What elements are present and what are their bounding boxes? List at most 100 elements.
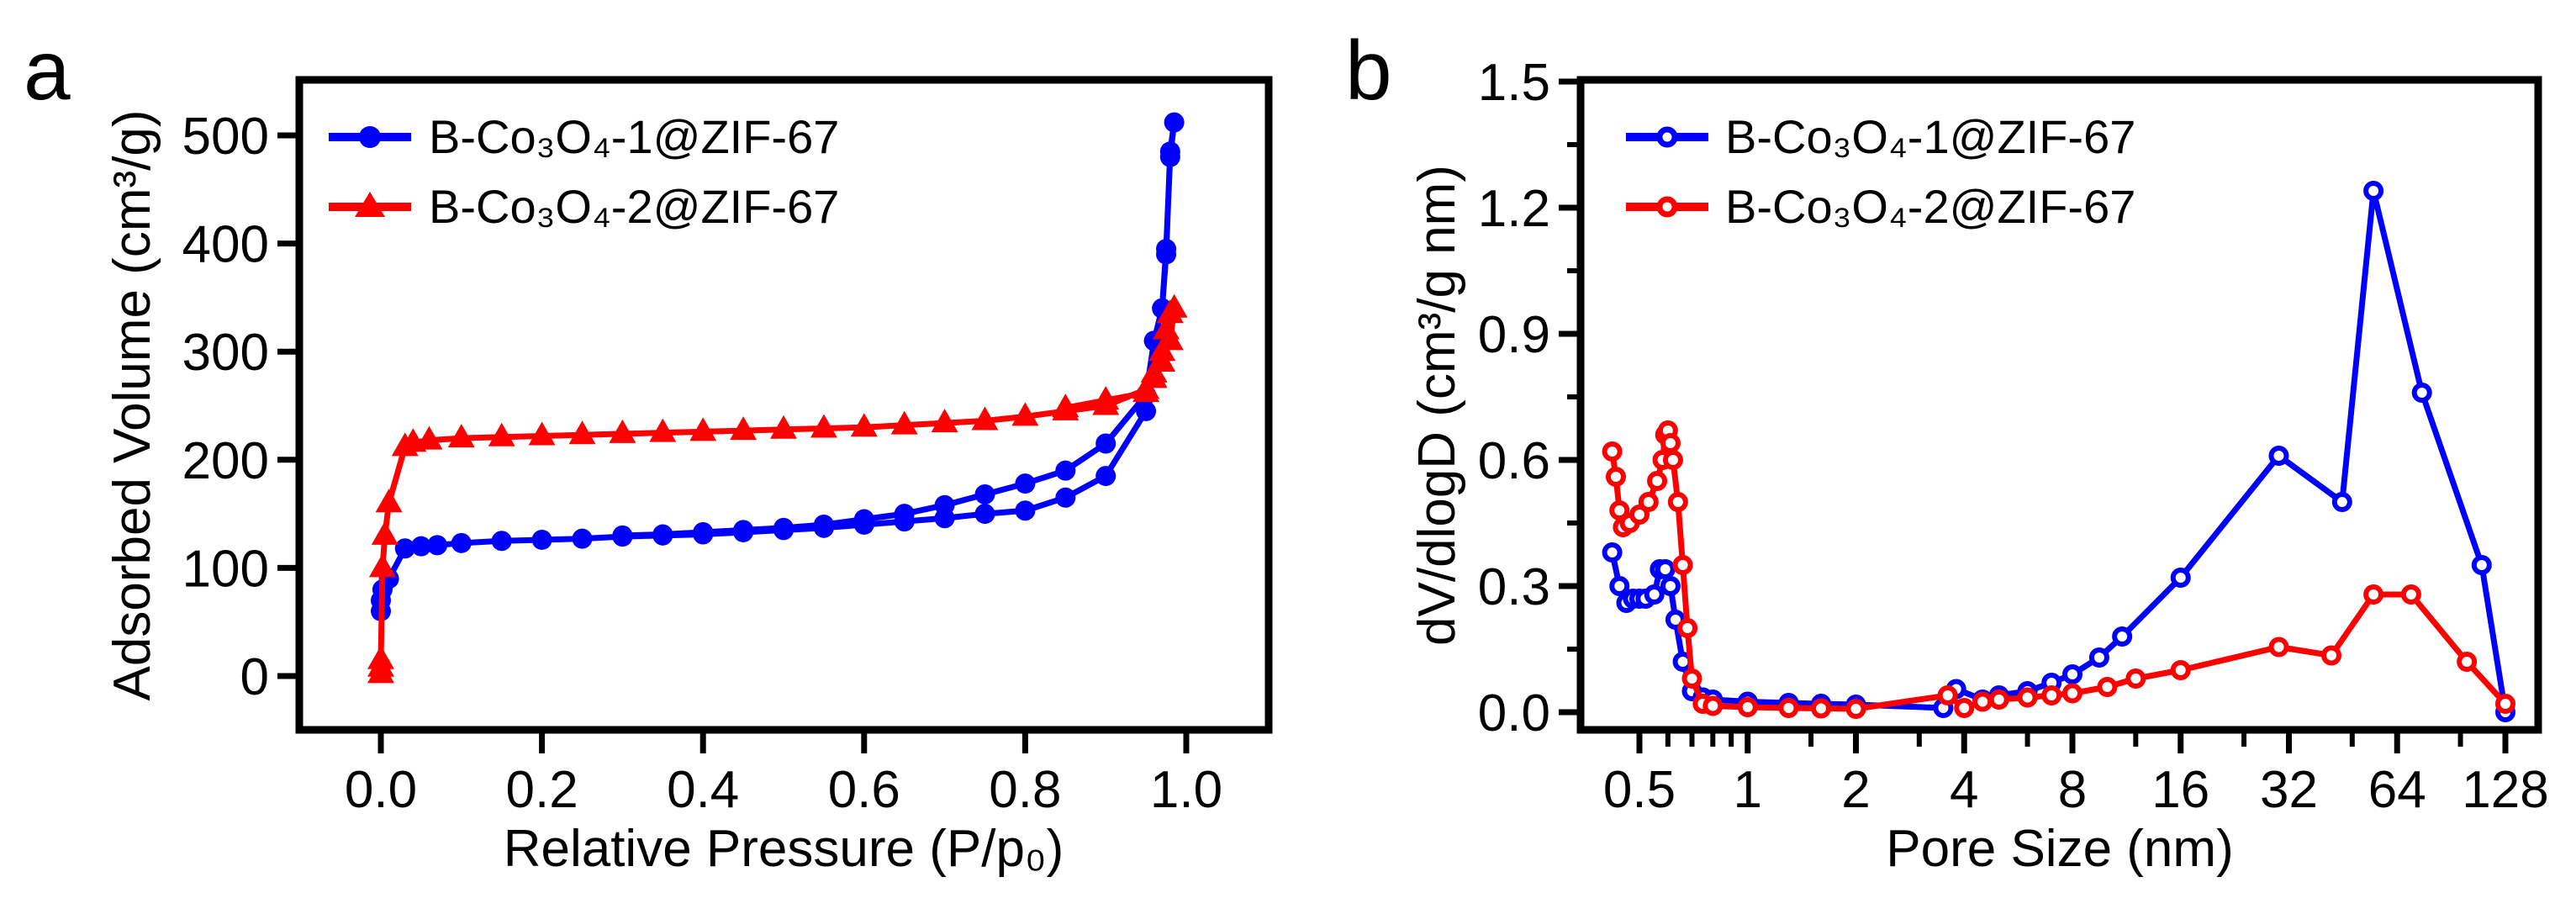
data-point xyxy=(1159,141,1180,162)
data-point xyxy=(1148,348,1176,372)
data-point xyxy=(652,524,673,545)
data-point xyxy=(1778,698,1799,718)
data-point xyxy=(2125,668,2146,689)
data-point xyxy=(1052,394,1079,418)
x-tick-label: 0.2 xyxy=(505,761,578,819)
data-point xyxy=(2495,694,2515,714)
x-tick-label: 0.0 xyxy=(345,761,417,819)
data-point xyxy=(427,535,448,556)
data-point xyxy=(394,538,415,559)
x-tick-label: 128 xyxy=(2462,761,2548,819)
legend-marker-open-circle xyxy=(1656,196,1678,218)
data-point xyxy=(2400,584,2421,605)
data-point xyxy=(2321,645,2342,666)
legend-marker-open-circle xyxy=(1656,126,1678,148)
data-point xyxy=(773,517,794,538)
y-tick-label: 100 xyxy=(182,540,269,598)
data-point xyxy=(2268,446,2289,466)
legend-a: B-Co₃O₄-1@ZIF-67 B-Co₃O₄-2@ZIF-67 xyxy=(329,110,839,233)
data-point xyxy=(572,528,593,549)
data-point xyxy=(371,520,399,545)
data-point xyxy=(1605,467,1626,487)
plot-frame-b xyxy=(1576,76,2542,734)
data-point xyxy=(367,645,394,669)
data-point xyxy=(1702,695,1723,716)
data-point xyxy=(2331,492,2352,512)
data-point xyxy=(531,529,552,550)
data-point xyxy=(1015,473,1036,494)
data-point xyxy=(1015,500,1036,521)
y-tick-label: 400 xyxy=(182,216,269,274)
data-point xyxy=(1011,402,1039,426)
data-point xyxy=(730,416,757,441)
data-point xyxy=(1660,433,1681,453)
legend-label-series-2: B-Co₃O₄-2@ZIF-67 xyxy=(1725,180,2135,233)
x-axis-label-a: Relative Pressure (P/p₀) xyxy=(504,820,1064,878)
data-point xyxy=(2041,685,2062,705)
x-tick-label: 0.6 xyxy=(828,761,900,819)
data-point xyxy=(2411,383,2432,403)
data-point xyxy=(1136,400,1157,421)
data-point xyxy=(2170,660,2191,680)
chart-b: Pore Size (nm) dV/dlogD (cm³/g nm) 0.5 1 2… xyxy=(1408,54,2549,878)
data-point xyxy=(810,414,837,438)
data-point xyxy=(1602,441,1623,462)
data-point xyxy=(974,483,995,505)
y-axis-label-a: Adsorbed Volume (cm³/g) xyxy=(103,110,161,701)
legend-b: B-Co₃O₄-1@ZIF-67 B-Co₃O₄-2@ZIF-67 xyxy=(1626,110,2135,233)
plot-frame-a xyxy=(295,76,1273,734)
data-point xyxy=(1937,685,1958,705)
data-point xyxy=(1677,618,1698,638)
legend-marker-circle xyxy=(359,126,381,148)
data-point xyxy=(612,525,633,546)
series-1 xyxy=(1602,181,2515,722)
data-point xyxy=(733,520,754,541)
x-tick-label: 4 xyxy=(1950,761,1978,819)
data-point xyxy=(2363,181,2384,201)
data-point xyxy=(2268,637,2289,658)
series-1 xyxy=(371,112,1185,621)
data-point xyxy=(1667,492,1688,512)
data-point xyxy=(974,504,995,525)
data-point xyxy=(1160,293,1188,318)
data-point xyxy=(415,425,443,450)
y-tick-label: 0.0 xyxy=(1478,684,1550,742)
data-point xyxy=(1156,326,1184,351)
chart-a: Relative Pressure (P/p₀) Adsorbed Volume… xyxy=(103,76,1273,878)
data-point xyxy=(1811,698,1832,719)
data-point xyxy=(1644,584,1665,605)
y-tick-label: 1.2 xyxy=(1478,180,1550,238)
data-point xyxy=(488,422,515,446)
x-axis-label-b: Pore Size (nm) xyxy=(1886,820,2233,878)
y-tick-label: 0.3 xyxy=(1478,558,1550,616)
data-point xyxy=(1092,386,1120,410)
data-point xyxy=(2457,652,2478,672)
data-point xyxy=(1132,378,1160,403)
data-point xyxy=(2170,568,2191,588)
data-point xyxy=(770,415,797,439)
data-point xyxy=(2017,687,2038,708)
data-point xyxy=(1055,460,1076,481)
data-point xyxy=(1672,555,1693,575)
x-tick-label: 64 xyxy=(2368,761,2426,819)
data-point xyxy=(1655,559,1676,579)
y-tick-label: 0.9 xyxy=(1478,306,1550,364)
data-point xyxy=(1602,542,1623,563)
data-point xyxy=(1662,450,1683,470)
data-point xyxy=(568,420,596,445)
data-point xyxy=(1972,691,1993,712)
y-tick-label: 1.5 xyxy=(1478,54,1550,112)
data-point xyxy=(934,494,955,515)
series-line xyxy=(1609,188,2509,713)
data-point xyxy=(931,409,958,433)
data-point xyxy=(451,532,472,553)
data-point xyxy=(1845,699,1866,719)
data-point xyxy=(971,406,999,431)
y-tick-label: 0 xyxy=(240,648,269,706)
data-point xyxy=(1988,689,2009,710)
data-point xyxy=(1737,697,1758,717)
data-point xyxy=(1638,492,1659,512)
panel-label-a: a xyxy=(24,24,71,118)
data-point xyxy=(528,421,556,446)
